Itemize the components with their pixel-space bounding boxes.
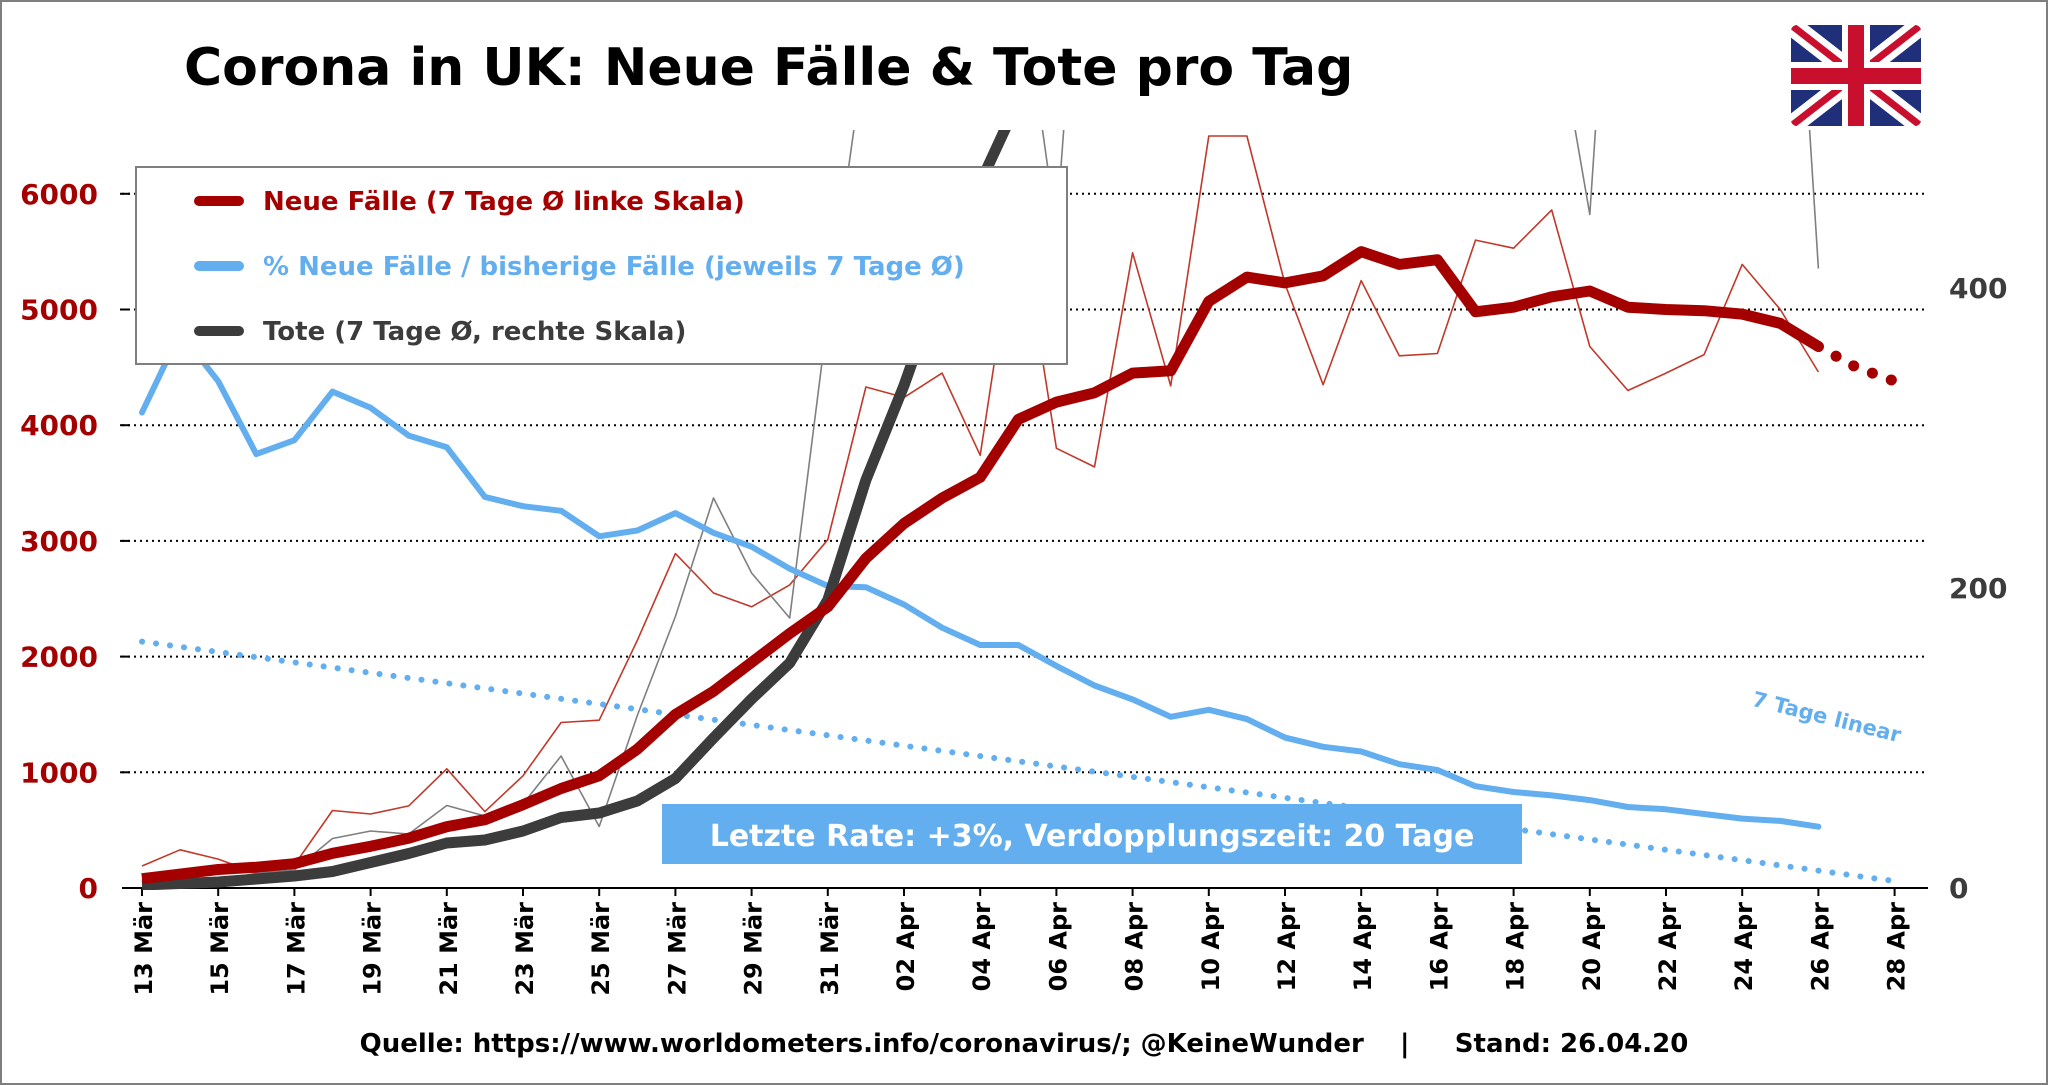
chart-title: Corona in UK: Neue Fälle & Tote pro Tag: [184, 38, 1353, 98]
left-tick-label: 0: [79, 872, 98, 905]
uk-flag-icon: [1791, 25, 1921, 126]
right-axis: 02004006008001000: [1949, 2, 2007, 905]
series-tote-7-tage-rechte-skala: [141, 130, 1011, 890]
left-tick-label: 2000: [20, 641, 98, 674]
x-tick-label: 02 Apr: [892, 902, 920, 992]
series-7-tage-linear: [139, 638, 1898, 885]
left-tick-label: 4000: [20, 409, 98, 442]
source-footer: Quelle: https://www.worldometers.info/co…: [360, 1029, 1689, 1059]
trend-label: 7 Tage linear: [1750, 687, 1904, 747]
x-tick-label: 08 Apr: [1121, 902, 1149, 992]
legend-box: [135, 166, 1068, 365]
x-tick-label: 16 Apr: [1425, 902, 1453, 992]
left-tick-label: 1000: [20, 756, 98, 789]
x-tick-label: 31 Mär: [816, 902, 844, 996]
right-tick-label: 0: [1949, 872, 1968, 905]
left-tick-label: 6000: [20, 178, 98, 211]
x-tick-label: 18 Apr: [1502, 902, 1530, 992]
x-tick-label: 24 Apr: [1730, 902, 1758, 992]
right-tick-label: 400: [1949, 272, 2007, 305]
x-tick-label: 13 Mär: [130, 902, 158, 996]
x-axis: 13 Mär 15 Mär 17 Mär 19 Mär 21 Mär 23 Mär 25 M…: [130, 888, 1911, 996]
x-tick-label: 26 Apr: [1806, 902, 1834, 992]
x-tick-label: 14 Apr: [1349, 902, 1377, 992]
x-tick-label: 25 Mär: [587, 902, 615, 996]
series-neue-f-lle-t-glich: [141, 135, 1820, 874]
x-tick-label: 04 Apr: [968, 902, 996, 992]
series-tote-t-glich: [141, 130, 1820, 888]
x-tick-label: 22 Apr: [1654, 902, 1682, 992]
x-tick-label: 28 Apr: [1883, 902, 1911, 992]
right-tick-label: 200: [1949, 572, 2007, 605]
legend-label: % Neue Fälle / bisherige Fälle (jeweils …: [263, 252, 965, 282]
x-tick-label: 17 Mär: [282, 902, 310, 996]
legend: Neue Fälle (7 Tage Ø linke Skala) % Neue …: [135, 166, 1068, 365]
left-axis: 0 1000 2000 3000 4000 5000 6000: [20, 178, 98, 905]
x-tick-label: 10 Apr: [1197, 902, 1225, 992]
x-tick-label: 20 Apr: [1578, 902, 1606, 992]
x-tick-label: 12 Apr: [1273, 902, 1301, 992]
series-neue-f-lle-7-tage-linke-skala: [141, 246, 1822, 885]
x-tick-label: 15 Mär: [206, 902, 234, 996]
left-tick-label: 5000: [20, 294, 98, 327]
series-layer: [139, 130, 1901, 890]
x-tick-label: 23 Mär: [511, 902, 539, 996]
legend-label: Neue Fälle (7 Tage Ø linke Skala): [263, 187, 745, 217]
x-tick-label: 21 Mär: [435, 902, 463, 996]
banner: Letzte Rate: +3%, Verdopplungszeit: 20 T…: [662, 804, 1522, 864]
left-tick-label: 3000: [20, 525, 98, 558]
banner-text: Letzte Rate: +3%, Verdopplungszeit: 20 T…: [710, 819, 1475, 854]
series-neue-f-lle-bisherige-f-lle-jeweils-7-tage: [139, 329, 1822, 830]
x-tick-label: 27 Mär: [663, 902, 691, 996]
right-tick-label: 600: [1949, 2, 2007, 5]
x-tick-label: 06 Apr: [1044, 902, 1072, 992]
series-neue-f-lle-7-tage-linke-skala-forecast: [1812, 341, 1901, 387]
legend-label: Tote (7 Tage Ø, rechte Skala): [263, 317, 686, 347]
x-tick-label: 19 Mär: [359, 902, 387, 996]
banner-box: [662, 804, 1522, 864]
x-tick-label: 29 Mär: [740, 902, 768, 996]
